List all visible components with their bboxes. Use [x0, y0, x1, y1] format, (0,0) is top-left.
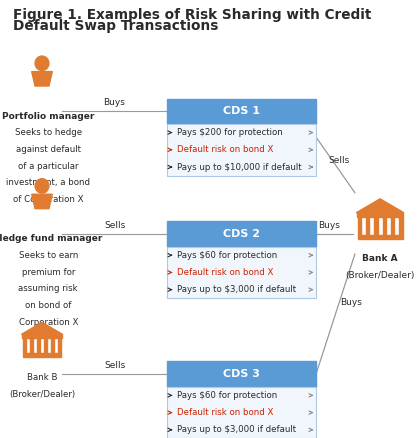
Text: Buys: Buys: [104, 98, 126, 107]
Text: Pays up to $10,000 if default: Pays up to $10,000 if default: [177, 162, 302, 172]
FancyBboxPatch shape: [358, 217, 361, 235]
FancyBboxPatch shape: [167, 247, 316, 298]
Text: CDS 1: CDS 1: [223, 106, 260, 116]
FancyBboxPatch shape: [44, 338, 47, 353]
FancyBboxPatch shape: [22, 335, 62, 338]
Circle shape: [35, 179, 49, 193]
Polygon shape: [32, 194, 52, 208]
FancyBboxPatch shape: [167, 387, 316, 438]
Text: Bank B: Bank B: [27, 373, 57, 382]
Text: Default risk on bond X: Default risk on bond X: [177, 145, 273, 154]
Text: CDS 3: CDS 3: [223, 369, 260, 379]
Text: Default Swap Transactions: Default Swap Transactions: [13, 19, 218, 33]
Text: CDS 2: CDS 2: [223, 229, 260, 239]
Text: Sells: Sells: [328, 156, 350, 165]
Polygon shape: [32, 71, 52, 86]
Text: Hedge fund manager: Hedge fund manager: [0, 234, 102, 244]
FancyBboxPatch shape: [30, 338, 33, 353]
Text: assuming risk: assuming risk: [18, 284, 78, 293]
Text: Pays $60 for protection: Pays $60 for protection: [177, 391, 277, 400]
FancyBboxPatch shape: [23, 353, 61, 357]
Circle shape: [35, 56, 49, 71]
Polygon shape: [356, 199, 404, 213]
Text: Pays up to $3,000 if default: Pays up to $3,000 if default: [177, 285, 296, 294]
Text: Default risk on bond X: Default risk on bond X: [177, 268, 273, 277]
Text: Portfolio manager: Portfolio manager: [2, 112, 94, 121]
FancyBboxPatch shape: [51, 338, 54, 353]
Text: on bond of: on bond of: [25, 301, 71, 310]
Text: Pays $200 for protection: Pays $200 for protection: [177, 128, 283, 137]
FancyBboxPatch shape: [383, 217, 386, 235]
Text: Sells: Sells: [104, 360, 125, 370]
FancyBboxPatch shape: [374, 217, 378, 235]
FancyBboxPatch shape: [167, 99, 316, 124]
FancyBboxPatch shape: [399, 217, 402, 235]
Text: Default risk on bond X: Default risk on bond X: [177, 408, 273, 417]
FancyBboxPatch shape: [58, 338, 61, 353]
Text: Bank A: Bank A: [362, 254, 398, 263]
Text: of a particular: of a particular: [18, 162, 79, 171]
FancyBboxPatch shape: [167, 221, 316, 247]
Text: Pays $60 for protection: Pays $60 for protection: [177, 251, 277, 260]
Text: Buys: Buys: [318, 220, 340, 230]
Text: premium for: premium for: [21, 268, 75, 277]
Text: investment, a bond: investment, a bond: [6, 178, 90, 187]
FancyBboxPatch shape: [167, 124, 316, 176]
Text: Buys: Buys: [340, 298, 362, 307]
Text: (Broker/Dealer): (Broker/Dealer): [345, 271, 415, 280]
FancyBboxPatch shape: [357, 213, 403, 217]
FancyBboxPatch shape: [23, 338, 26, 353]
FancyBboxPatch shape: [366, 217, 369, 235]
FancyBboxPatch shape: [358, 235, 402, 240]
FancyBboxPatch shape: [391, 217, 394, 235]
Text: of Corporation X: of Corporation X: [13, 195, 84, 204]
FancyBboxPatch shape: [37, 338, 40, 353]
Text: against default: against default: [16, 145, 81, 154]
FancyBboxPatch shape: [167, 361, 316, 387]
Text: Seeks to hedge: Seeks to hedge: [15, 128, 82, 138]
Text: Figure 1. Examples of Risk Sharing with Credit: Figure 1. Examples of Risk Sharing with …: [13, 8, 371, 22]
Polygon shape: [21, 322, 63, 335]
Text: Seeks to earn: Seeks to earn: [18, 251, 78, 260]
Text: Sells: Sells: [104, 220, 125, 230]
Text: Corporation X: Corporation X: [18, 318, 78, 327]
Text: Pays up to $3,000 if default: Pays up to $3,000 if default: [177, 425, 296, 434]
Text: (Broker/Dealer): (Broker/Dealer): [9, 390, 75, 399]
